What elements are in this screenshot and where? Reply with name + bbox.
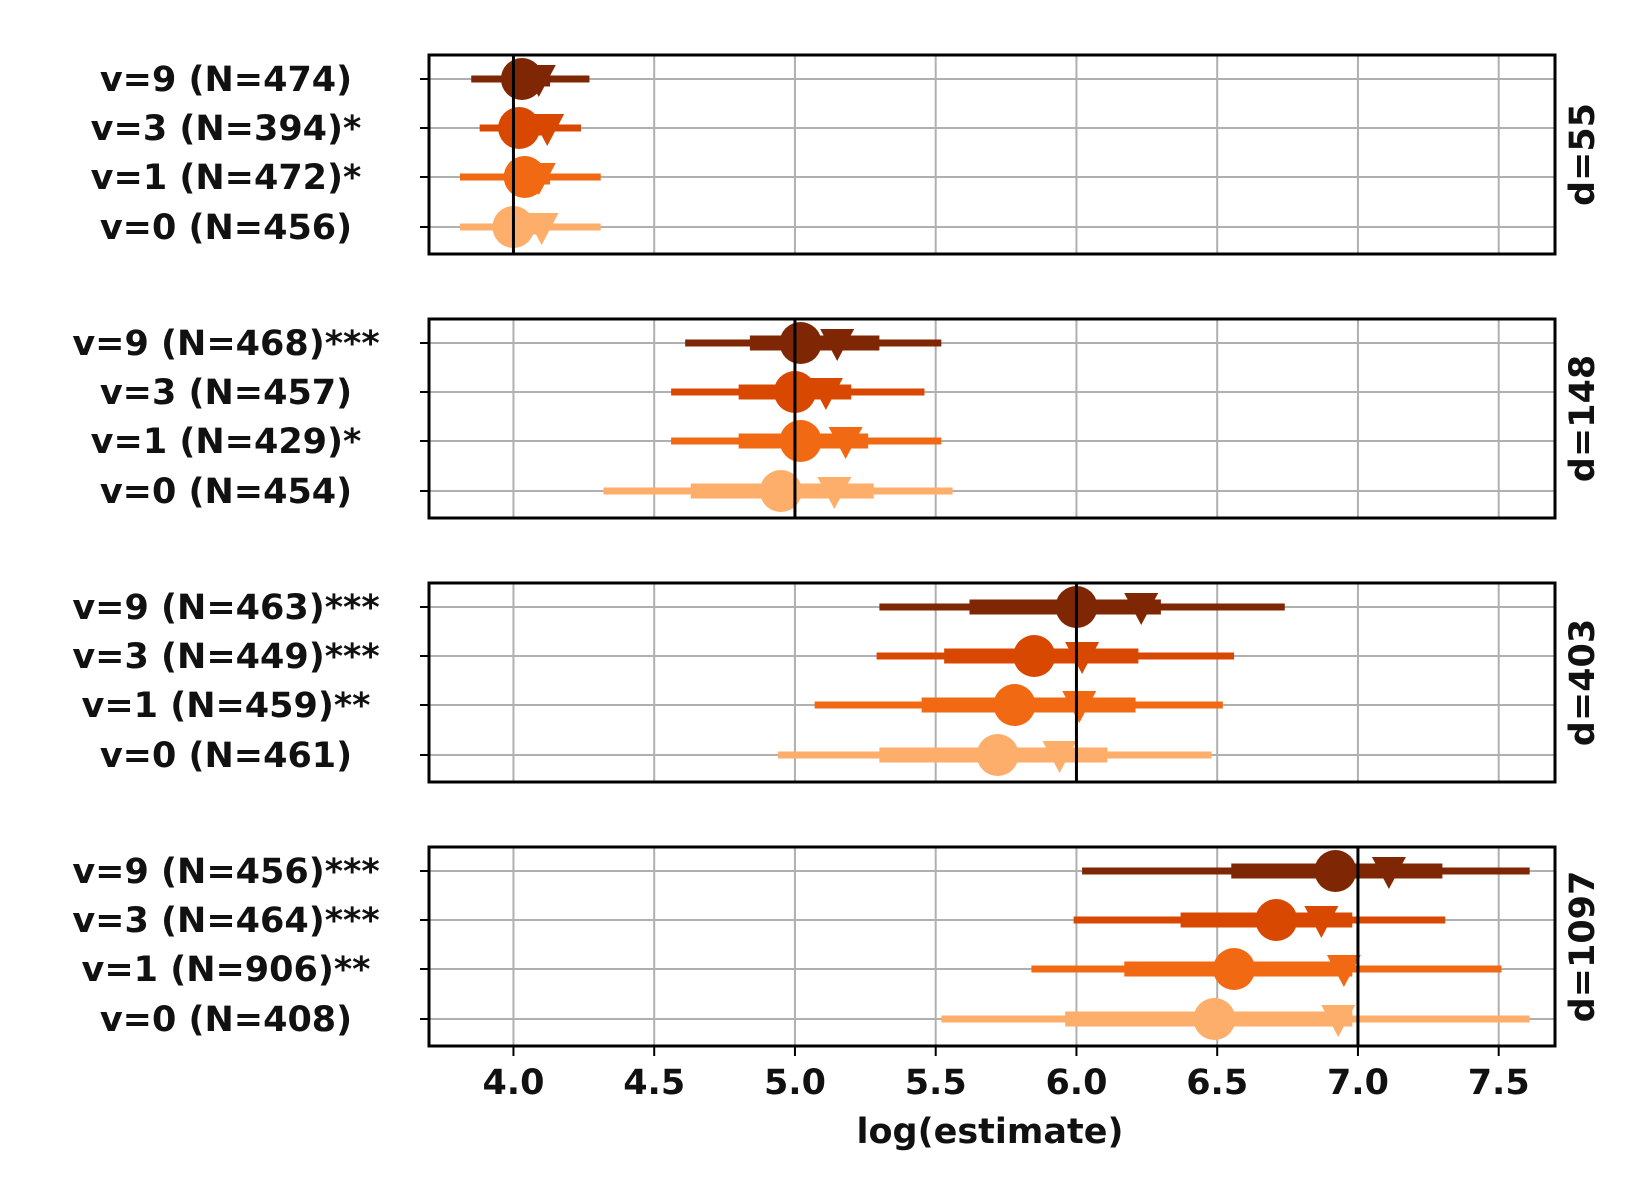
row-label: v=1 (N=429)* <box>91 422 362 462</box>
circle-marker <box>759 470 802 512</box>
panel-label: d=148 <box>1563 355 1603 482</box>
panel-d=55: v=9 (N=474) v=3 (N=394)* v=1 (N=472)* v=0 (… <box>91 53 1603 256</box>
circle-marker <box>503 156 546 198</box>
triangle-marker <box>1321 1005 1356 1037</box>
row-label: v=3 (N=464)*** <box>72 901 379 941</box>
row-v=0 (N=454) <box>603 470 953 512</box>
row-label: v=0 (N=461) <box>100 736 352 776</box>
triangle-marker <box>828 427 863 459</box>
circle-marker <box>500 58 543 100</box>
x-tick-label: 7.5 <box>1468 1063 1530 1103</box>
x-tick-label: 4.0 <box>482 1063 544 1103</box>
circle-marker <box>993 684 1036 726</box>
row-label: v=9 (N=468)*** <box>72 324 379 364</box>
circle-marker <box>779 420 822 462</box>
row-label: v=9 (N=456)*** <box>72 852 379 892</box>
row-v=1 (N=472)* <box>459 156 601 198</box>
row-label: v=3 (N=449)*** <box>72 637 379 677</box>
row-label: v=0 (N=454) <box>100 472 352 512</box>
triangle-marker <box>817 477 852 509</box>
row-v=0 (N=456) <box>459 206 601 248</box>
triangle-marker <box>1062 691 1097 723</box>
triangle-marker <box>1326 955 1361 987</box>
panels-group: v=9 (N=474) v=3 (N=394)* v=1 (N=472)* v=0 (… <box>72 53 1603 1048</box>
panel-d=403: v=9 (N=463)*** v=3 (N=449)*** v=1 (N=459)*… <box>72 581 1603 784</box>
row-label: v=1 (N=472)* <box>91 158 362 198</box>
triangle-marker <box>820 329 855 361</box>
row-v=9 (N=468)*** <box>685 322 942 364</box>
row-v=9 (N=474) <box>471 58 590 100</box>
triangle-marker <box>1371 857 1406 889</box>
triangle-marker <box>808 378 843 410</box>
row-label: v=1 (N=906)** <box>82 950 371 990</box>
panel-label: d=55 <box>1563 103 1603 206</box>
x-tick-label: 7.0 <box>1327 1063 1389 1103</box>
row-label: v=3 (N=394)* <box>91 109 362 149</box>
row-v=9 (N=463)*** <box>879 586 1285 628</box>
row-v=0 (N=461) <box>778 734 1212 776</box>
triangle-marker <box>1065 642 1100 674</box>
row-v=1 (N=906)** <box>1031 948 1502 990</box>
panel-frame <box>427 53 1557 256</box>
row-v=9 (N=456)*** <box>1082 850 1530 892</box>
panel-label: d=403 <box>1563 619 1603 746</box>
x-tick-label: 6.5 <box>1186 1063 1248 1103</box>
triangle-marker <box>1124 593 1159 625</box>
row-v=1 (N=459)** <box>814 684 1223 726</box>
row-label: v=0 (N=456) <box>100 208 352 248</box>
row-label: v=3 (N=457) <box>100 373 352 413</box>
panel-frame <box>427 317 1557 520</box>
circle-marker <box>1314 850 1357 892</box>
x-tick-label: 5.5 <box>905 1063 967 1103</box>
circle-marker <box>976 734 1019 776</box>
circle-marker <box>1193 998 1236 1040</box>
row-label: v=9 (N=463)*** <box>72 588 379 628</box>
x-tick-label: 5.0 <box>764 1063 826 1103</box>
x-tick-label: 6.0 <box>1045 1063 1107 1103</box>
row-v=1 (N=429)* <box>671 420 942 462</box>
x-tick-label: 4.5 <box>623 1063 685 1103</box>
row-v=3 (N=394)* <box>479 107 582 149</box>
row-label: v=0 (N=408) <box>100 1000 352 1040</box>
row-v=3 (N=464)*** <box>1073 899 1446 941</box>
row-label: v=9 (N=474) <box>100 60 352 100</box>
x-axis: 4.0 4.5 5.0 5.5 6.0 6.5 7.0 7.5 <box>482 1046 1530 1103</box>
circle-marker <box>498 107 541 149</box>
panel-frame <box>427 845 1557 1048</box>
panel-label: d=1097 <box>1563 871 1603 1023</box>
circle-marker <box>1213 948 1256 990</box>
x-axis-label: log(estimate) <box>857 1112 1124 1152</box>
panel-frame <box>427 581 1557 784</box>
row-v=0 (N=408) <box>941 998 1530 1040</box>
triangle-marker <box>1304 906 1339 938</box>
circle-marker <box>1013 635 1056 677</box>
panel-d=148: v=9 (N=468)*** v=3 (N=457) v=1 (N=429)* v=0… <box>72 317 1603 520</box>
panel-d=1097: v=9 (N=456)*** v=3 (N=464)*** v=1 (N=906)*… <box>72 845 1603 1048</box>
triangle-marker <box>1042 741 1077 773</box>
row-v=3 (N=449)*** <box>876 635 1235 677</box>
circle-marker <box>1255 899 1298 941</box>
row-label: v=1 (N=459)** <box>82 686 371 726</box>
circle-marker <box>779 322 822 364</box>
row-v=3 (N=457) <box>671 371 925 413</box>
